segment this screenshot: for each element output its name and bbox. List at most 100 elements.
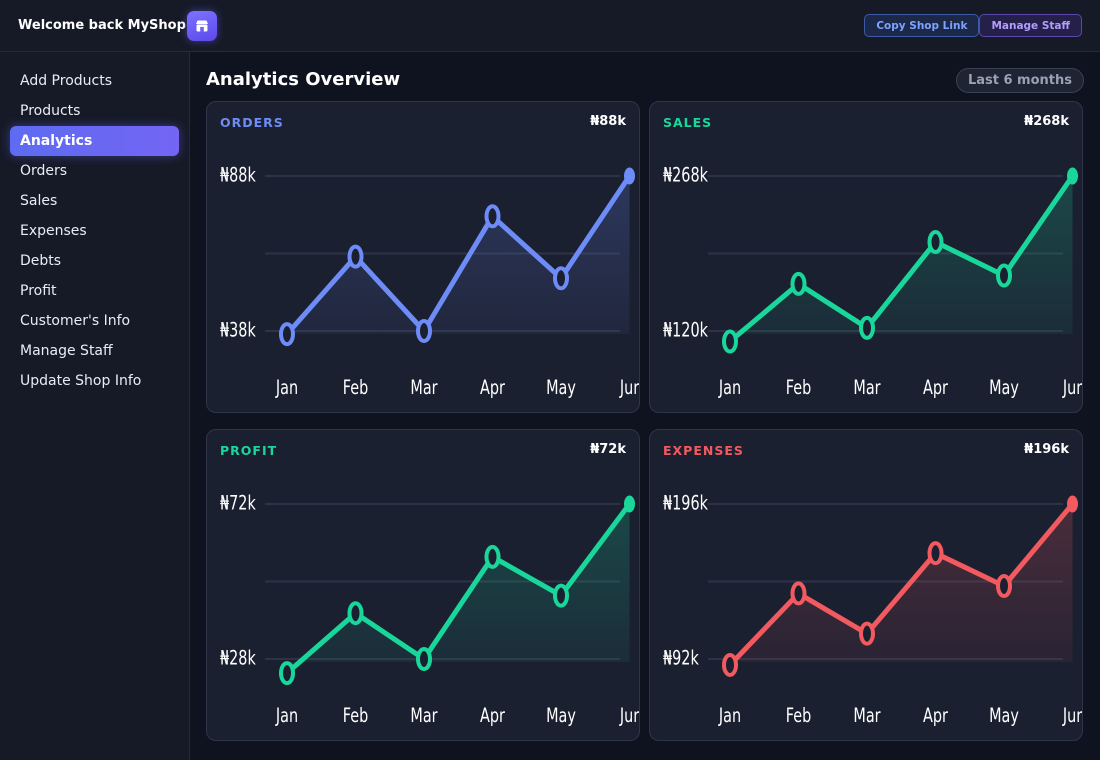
data-point-apr: [927, 541, 944, 566]
card-title: SALES: [663, 115, 713, 130]
page-title: Analytics Overview: [206, 69, 401, 90]
data-point-jan: [279, 661, 295, 686]
data-point-jun: [1067, 495, 1078, 513]
x-tick-label: Mar: [410, 705, 438, 728]
data-point-mar: [859, 315, 875, 340]
expenses-chart: ₦196k ₦92k Jan Feb Mar Apr May Jur: [663, 493, 1083, 728]
sidebar-item-update-shop-info[interactable]: Update Shop Info: [20, 373, 142, 389]
x-tick-label: Apr: [480, 377, 506, 400]
sales-chart-card: SALES ₦268k ₦268k ₦120k Jan Feb Mar Apr May Jur: [649, 101, 1083, 413]
sidebar-item-expenses[interactable]: Expenses: [20, 223, 87, 239]
x-tick-label: Jan: [275, 377, 298, 400]
card-value: ₦88k: [590, 114, 626, 129]
data-point-mar: [416, 319, 432, 343]
top-bar: Welcome back MyShop Copy Shop Link Manag…: [0, 0, 1100, 52]
x-tick-label: Jur: [619, 705, 640, 728]
data-point-feb: [790, 271, 807, 296]
data-point-may: [996, 263, 1012, 288]
y-tick-label: ₦268k: [663, 165, 708, 188]
data-point-feb: [347, 244, 364, 269]
profit-chart-card: PROFIT ₦72k ₦72k ₦28k Jan Feb Mar Apr May Jur: [206, 429, 640, 741]
card-title: ORDERS: [220, 115, 284, 130]
x-tick-label: Jan: [718, 705, 741, 728]
sales-chart: ₦268k ₦120k Jan Feb Mar Apr May Jur: [663, 165, 1083, 400]
x-tick-label: Apr: [923, 705, 949, 728]
x-tick-label: May: [989, 377, 1019, 400]
sidebar-item-products[interactable]: Products: [20, 103, 81, 119]
series-line: [284, 501, 632, 676]
data-point-jun: [1067, 167, 1078, 185]
data-point-may: [553, 583, 569, 608]
card-value: ₦268k: [1024, 114, 1069, 129]
sidebar: Add Products Products Analytics Orders S…: [0, 52, 190, 760]
series-line: [727, 501, 1075, 668]
y-tick-label: ₦120k: [663, 320, 708, 343]
x-tick-label: May: [546, 705, 576, 728]
y-tick-label: ₦38k: [220, 320, 256, 343]
sidebar-item-customers-info[interactable]: Customer's Info: [20, 313, 131, 329]
series-line: [284, 173, 632, 337]
data-point-mar: [859, 621, 875, 646]
x-tick-label: Mar: [853, 377, 881, 400]
sidebar-item-orders[interactable]: Orders: [20, 163, 68, 179]
date-range-selector[interactable]: Last 6 months: [955, 68, 1084, 93]
y-tick-label: ₦196k: [663, 493, 708, 516]
data-point-mar: [416, 647, 432, 671]
sidebar-item-analytics[interactable]: Analytics: [10, 126, 179, 156]
x-tick-label: Apr: [923, 377, 949, 400]
shop-icon[interactable]: [186, 10, 217, 41]
x-tick-label: Feb: [786, 377, 811, 400]
sidebar-item-add-products[interactable]: Add Products: [20, 73, 113, 89]
x-tick-label: Mar: [853, 705, 881, 728]
x-tick-label: Mar: [410, 377, 438, 400]
y-tick-label: ₦88k: [220, 165, 256, 188]
x-tick-label: Jur: [1062, 377, 1083, 400]
copy-shop-link-button[interactable]: Copy Shop Link: [864, 14, 980, 37]
card-value: ₦72k: [590, 442, 626, 457]
x-tick-label: May: [546, 377, 576, 400]
x-tick-label: May: [989, 705, 1019, 728]
orders-chart: ₦88k ₦38k Jan Feb Mar Apr May Jur: [220, 165, 640, 400]
sidebar-item-sales[interactable]: Sales: [20, 193, 58, 209]
data-point-feb: [347, 601, 364, 626]
data-point-jan: [722, 329, 738, 354]
series-area: [287, 504, 630, 674]
main-content: Analytics Overview Last 6 months ORDERS …: [190, 52, 1100, 760]
storefront-icon: [195, 20, 208, 31]
data-point-apr: [927, 229, 944, 254]
card-title: PROFIT: [220, 443, 278, 458]
data-point-apr: [484, 544, 501, 569]
x-tick-label: Apr: [480, 705, 506, 728]
y-tick-label: ₦92k: [663, 648, 699, 671]
x-tick-label: Jan: [275, 705, 298, 728]
data-point-may: [553, 266, 569, 291]
series-area: [730, 176, 1073, 342]
x-tick-label: Jan: [718, 377, 741, 400]
x-tick-label: Jur: [1062, 705, 1083, 728]
sidebar-item-manage-staff[interactable]: Manage Staff: [20, 343, 113, 359]
series-area: [730, 504, 1073, 665]
orders-chart-card: ORDERS ₦88k ₦88k ₦38k Jan Feb Mar Apr May Jur: [206, 101, 640, 413]
card-value: ₦196k: [1024, 442, 1069, 457]
data-point-apr: [484, 204, 501, 229]
data-point-jan: [722, 652, 738, 677]
x-tick-label: Jur: [619, 377, 640, 400]
x-tick-label: Feb: [343, 705, 368, 728]
welcome-text: Welcome back MyShop: [18, 18, 186, 33]
data-point-may: [996, 573, 1012, 598]
x-tick-label: Feb: [786, 705, 811, 728]
data-point-feb: [790, 581, 807, 606]
manage-staff-button[interactable]: Manage Staff: [979, 14, 1082, 37]
y-tick-label: ₦72k: [220, 493, 256, 516]
data-point-jun: [624, 495, 635, 513]
x-tick-label: Feb: [343, 377, 368, 400]
y-tick-label: ₦28k: [220, 648, 256, 671]
header-actions: Copy Shop Link Manage Staff: [864, 14, 1082, 37]
expenses-chart-card: EXPENSES ₦196k ₦196k ₦92k Jan Feb Mar Apr May J…: [649, 429, 1083, 741]
series-area: [287, 176, 630, 335]
sidebar-item-profit[interactable]: Profit: [20, 283, 57, 299]
sidebar-item-debts[interactable]: Debts: [20, 253, 62, 269]
data-point-jan: [279, 322, 295, 347]
data-point-jun: [624, 167, 635, 185]
profit-chart: ₦72k ₦28k Jan Feb Mar Apr May Jur: [220, 493, 640, 728]
